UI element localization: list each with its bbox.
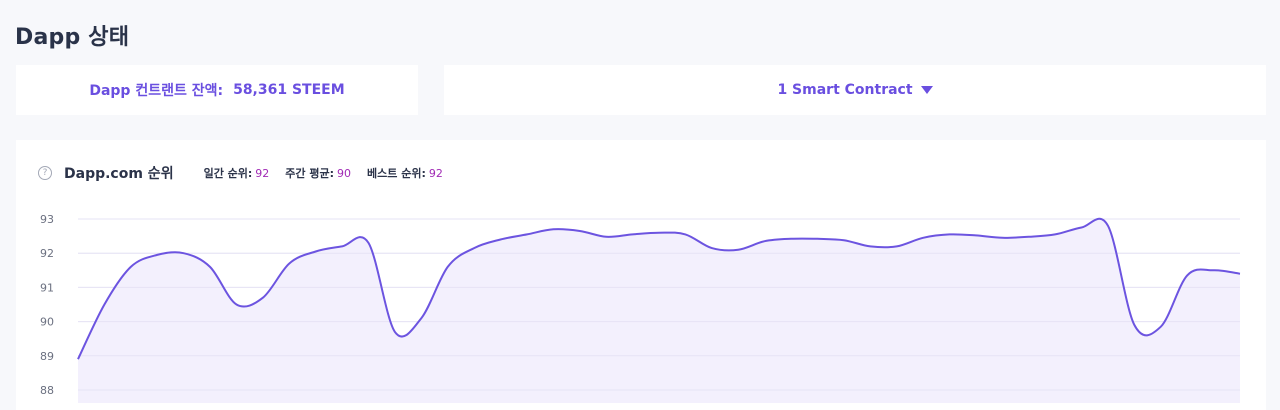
rank-data-point[interactable] <box>656 230 662 236</box>
rank-data-point[interactable] <box>339 243 345 249</box>
rank-title: Dapp.com 순위 <box>64 166 174 182</box>
caret-down-icon <box>920 86 933 94</box>
balance-card: Dapp 컨트랜트 잔액: 58,361 STEEM <box>16 65 418 115</box>
stat-daily-rank: 일간 순위: 92 <box>204 165 270 181</box>
rank-data-point[interactable] <box>630 231 636 237</box>
stat-label: 베스트 순위: <box>367 167 426 180</box>
rank-data-point[interactable] <box>920 235 926 241</box>
y-tick-label: 89 <box>40 350 54 363</box>
rank-data-point[interactable] <box>894 243 900 249</box>
rank-data-point[interactable] <box>313 249 319 255</box>
rank-data-point[interactable] <box>841 237 847 243</box>
rank-data-point[interactable] <box>1158 324 1164 330</box>
stat-label: 주간 평균: <box>285 167 335 180</box>
contract-selector-row[interactable]: 1 Smart Contract <box>444 65 1266 115</box>
rank-data-point[interactable] <box>947 231 953 237</box>
rank-data-point[interactable] <box>1131 322 1137 328</box>
page-title: Dapp 상태 <box>15 25 130 50</box>
rank-data-point[interactable] <box>1026 234 1032 240</box>
y-tick-label: 92 <box>40 247 54 260</box>
rank-data-point[interactable] <box>603 234 609 240</box>
balance-label: Dapp 컨트랜트 잔액: <box>89 83 224 99</box>
rank-line-chart: 93 92 91 90 89 88 <box>40 213 1243 403</box>
rank-data-point[interactable] <box>234 302 240 308</box>
rank-data-point[interactable] <box>392 329 398 335</box>
rank-data-point[interactable] <box>1052 231 1058 237</box>
balance-value: 58,361 STEEM <box>233 82 345 98</box>
rank-header: ? Dapp.com 순위 일간 순위: 92 주간 평균: 90 베스트 순위: 9… <box>38 162 459 184</box>
rank-data-point[interactable] <box>1184 272 1190 278</box>
rank-data-point[interactable] <box>524 231 530 237</box>
rank-data-point[interactable] <box>815 236 821 242</box>
rank-data-point[interactable] <box>867 243 873 249</box>
rank-chart-card: ? Dapp.com 순위 일간 순위: 92 주간 평균: 90 베스트 순위: 9… <box>16 140 1266 410</box>
y-tick-label: 88 <box>40 384 54 397</box>
stat-weekly-average: 주간 평균: 90 <box>285 165 351 181</box>
rank-data-point[interactable] <box>207 264 213 270</box>
rank-data-point[interactable] <box>181 250 187 256</box>
rank-data-point[interactable] <box>1105 223 1111 229</box>
rank-data-point[interactable] <box>75 356 81 362</box>
rank-data-point[interactable] <box>366 240 372 246</box>
rank-data-point[interactable] <box>445 264 451 270</box>
rank-data-point[interactable] <box>418 315 424 321</box>
rank-data-point[interactable] <box>1211 267 1217 273</box>
rank-data-point[interactable] <box>471 245 477 251</box>
y-tick-label: 91 <box>40 281 54 294</box>
rank-data-point[interactable] <box>286 261 292 267</box>
rank-data-point[interactable] <box>788 236 794 242</box>
rank-data-point[interactable] <box>999 235 1005 241</box>
y-tick-label: 93 <box>40 213 54 226</box>
rank-data-point[interactable] <box>154 252 160 258</box>
balance-row: Dapp 컨트랜트 잔액: 58,361 STEEM <box>16 65 418 115</box>
rank-series-line <box>77 217 1241 360</box>
rank-data-point[interactable] <box>101 302 107 308</box>
contract-selector[interactable]: 1 Smart Contract <box>444 65 1266 115</box>
stat-value: 90 <box>337 167 352 180</box>
rank-data-point[interactable] <box>735 247 741 253</box>
rank-data-point[interactable] <box>498 237 504 243</box>
rank-data-point[interactable] <box>709 245 715 251</box>
rank-data-point[interactable] <box>577 228 583 234</box>
rank-data-point[interactable] <box>1237 271 1243 277</box>
rank-data-point[interactable] <box>260 295 266 301</box>
y-tick-label: 90 <box>40 316 54 329</box>
rank-data-point[interactable] <box>128 264 134 270</box>
rank-data-point[interactable] <box>762 238 768 244</box>
contract-selector-label: 1 Smart Contract <box>777 82 913 98</box>
rank-data-point[interactable] <box>973 232 979 238</box>
help-icon[interactable]: ? <box>38 166 52 180</box>
rank-data-point[interactable] <box>550 226 556 232</box>
stat-value: 92 <box>428 167 443 180</box>
stat-value: 92 <box>255 167 270 180</box>
rank-area-fill <box>78 218 1240 403</box>
stat-label: 일간 순위: <box>203 167 253 180</box>
rank-data-point[interactable] <box>682 231 688 237</box>
stat-best-rank: 베스트 순위: 92 <box>367 165 443 181</box>
rank-data-point[interactable] <box>1079 225 1085 231</box>
